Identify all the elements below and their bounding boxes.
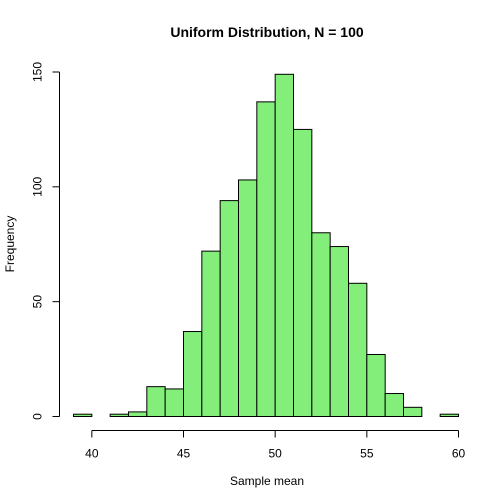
histogram-bar (274, 73, 294, 418)
chart-title: Uniform Distribution, N = 100 (170, 24, 364, 40)
x-tick-label: 60 (452, 447, 466, 461)
y-axis-label: Frequency (3, 216, 17, 273)
y-axis: 0 50 100 150 (31, 62, 60, 420)
histogram-bar (439, 413, 459, 418)
histogram-bar (109, 413, 129, 418)
histogram-bar (183, 331, 203, 418)
histogram-bar (311, 232, 331, 417)
x-axis-label: Sample mean (230, 474, 304, 488)
x-axis: 40 45 50 55 60 (85, 430, 466, 461)
bars-group (73, 73, 459, 418)
histogram-bar (329, 246, 349, 417)
x-tick-label: 55 (360, 447, 374, 461)
histogram-bar (201, 250, 221, 417)
histogram-bar (256, 101, 276, 418)
y-tick-label: 100 (31, 177, 45, 197)
histogram-bar (348, 282, 368, 417)
histogram-bar (238, 179, 258, 417)
y-tick-label: 150 (31, 62, 45, 82)
x-tick-label: 40 (85, 447, 99, 461)
histogram-bar (384, 393, 404, 417)
histogram-bar (219, 200, 240, 417)
histogram-bar (146, 386, 166, 418)
histogram-bar (366, 353, 386, 417)
x-tick-label: 50 (268, 447, 282, 461)
y-tick-label: 0 (31, 413, 45, 420)
histogram-bar (403, 406, 423, 417)
histogram-bar (164, 388, 185, 418)
histogram-bar (293, 128, 313, 418)
histogram-bar (128, 411, 148, 418)
x-tick-label: 45 (177, 447, 191, 461)
histogram-bar (73, 413, 93, 418)
y-tick-label: 50 (31, 295, 45, 309)
